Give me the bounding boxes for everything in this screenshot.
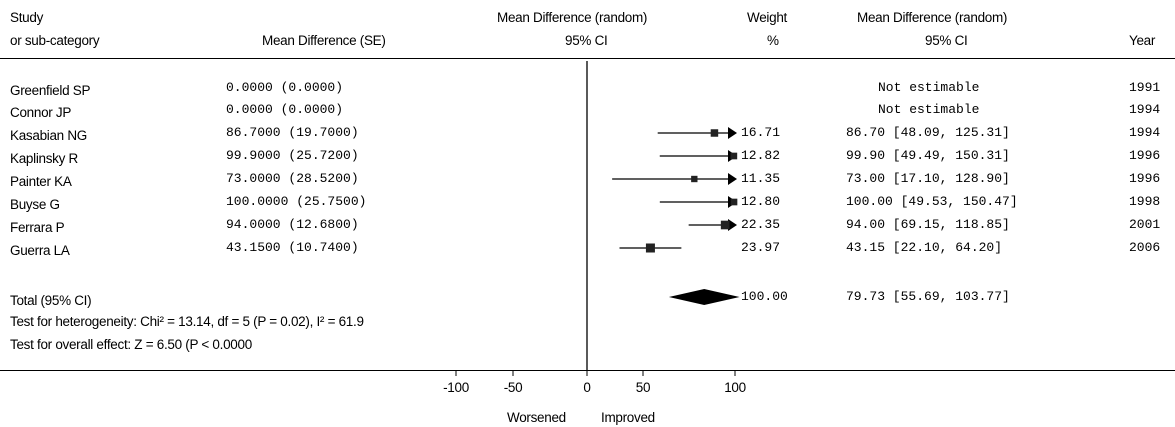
ci-clip-arrow (728, 219, 737, 231)
study-md-se: 99.9000 (25.7200) (226, 148, 359, 163)
study-name: Greenfield SP (10, 83, 91, 98)
study-year: 1994 (1129, 102, 1161, 117)
study-weight: 16.71 (741, 125, 781, 140)
study-md-se: 94.0000 (12.6800) (226, 217, 359, 232)
header-ci-title: Mean Difference (random) (857, 10, 1008, 25)
study-weight: 11.35 (741, 171, 781, 186)
study-name: Kaplinsky R (10, 151, 78, 166)
study-weight: 23.97 (741, 240, 781, 255)
study-ci: 86.70 [48.09, 125.31] (846, 125, 1010, 140)
study-md-se: 100.0000 (25.7500) (226, 194, 367, 209)
study-weight: 12.80 (741, 194, 781, 209)
study-name: Kasabian NG (10, 128, 87, 143)
header-weight: Weight (747, 10, 787, 25)
point-estimate-square (710, 129, 719, 137)
point-estimate-square (720, 220, 730, 230)
study-name: Guerra LA (10, 243, 70, 258)
header-weight-pct: % (767, 33, 779, 48)
overall-effect-test: Test for overall effect: Z = 6.50 (P < 0… (10, 337, 252, 352)
study-md-se: 86.7000 (19.7000) (226, 125, 359, 140)
axis-tick-label: 50 (635, 380, 651, 395)
point-estimate-square (645, 243, 655, 253)
study-ci: Not estimable (878, 80, 980, 95)
study-year: 2001 (1129, 217, 1161, 232)
study-year: 1996 (1129, 171, 1161, 186)
study-md-se: 0.0000 (0.0000) (226, 102, 344, 117)
axis-tick-label: 0 (583, 380, 591, 395)
header-ci: 95% CI (925, 33, 968, 48)
header-plot-title: Mean Difference (random) (497, 10, 648, 25)
study-year: 2006 (1129, 240, 1161, 255)
header-subcategory: or sub-category (10, 33, 100, 48)
study-weight: 22.35 (741, 217, 781, 232)
axis-label-worsened: Worsened (507, 410, 566, 425)
study-md-se: 73.0000 (28.5200) (226, 171, 359, 186)
header-year: Year (1129, 33, 1156, 48)
study-ci: 73.00 [17.10, 128.90] (846, 171, 1010, 186)
study-ci: 43.15 [22.10, 64.20] (846, 240, 1003, 255)
study-year: 1991 (1129, 80, 1161, 95)
header-rule (0, 58, 1175, 59)
study-ci: 100.00 [49.53, 150.47] (846, 194, 1018, 209)
study-md-se: 0.0000 (0.0000) (226, 80, 344, 95)
study-year: 1994 (1129, 125, 1161, 140)
study-md-se: 43.1500 (10.7400) (226, 240, 359, 255)
point-estimate-square (730, 198, 738, 206)
study-name: Buyse G (10, 197, 60, 212)
point-estimate-square (730, 152, 738, 160)
study-name: Ferrara P (10, 220, 65, 235)
point-estimate-square (691, 175, 698, 183)
axis-tick-label: -50 (503, 380, 523, 395)
study-name: Painter KA (10, 174, 72, 189)
total-weight: 100.00 (741, 289, 788, 304)
header-md-se: Mean Difference (SE) (262, 33, 386, 48)
axis-label-improved: Improved (601, 410, 655, 425)
axis-tick-label: -100 (443, 380, 469, 395)
study-ci: Not estimable (878, 102, 980, 117)
total-ci: 79.73 [55.69, 103.77] (846, 289, 1010, 304)
study-year: 1998 (1129, 194, 1161, 209)
heterogeneity-test: Test for heterogeneity: Chi² = 13.14, df… (10, 314, 364, 329)
ci-clip-arrow (728, 127, 737, 139)
total-label: Total (95% CI) (10, 293, 92, 308)
study-year: 1996 (1129, 148, 1161, 163)
study-weight: 12.82 (741, 148, 781, 163)
axis-tick-label: 100 (724, 380, 746, 395)
header-study: Study (10, 10, 44, 25)
study-ci: 99.90 [49.49, 150.31] (846, 148, 1010, 163)
pooled-estimate-diamond (668, 289, 740, 305)
study-ci: 94.00 [69.15, 118.85] (846, 217, 1010, 232)
header-plot-ci: 95% CI (565, 33, 608, 48)
ci-clip-arrow (728, 173, 737, 185)
study-name: Connor JP (10, 105, 72, 120)
